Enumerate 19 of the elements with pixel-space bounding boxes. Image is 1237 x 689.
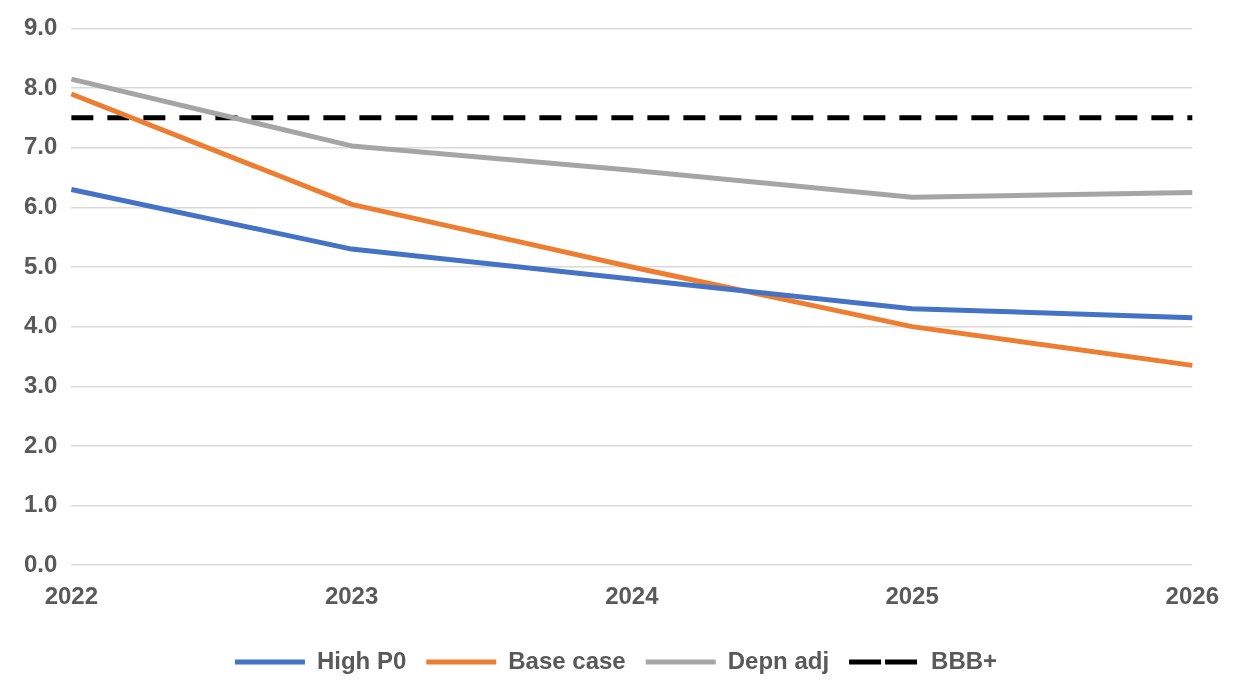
x-tick-label: 2023 (324, 582, 379, 610)
legend-label: High P0 (316, 646, 407, 674)
x-tick-label: 2024 (605, 582, 660, 610)
x-tick-label: 2025 (885, 582, 939, 610)
legend-label: Base case (508, 646, 626, 674)
legend-label: Depn adj (727, 646, 830, 674)
legend-label: BBB+ (931, 646, 998, 674)
x-tick-label: 2022 (44, 582, 99, 610)
y-tick-label: 2.0 (23, 430, 58, 458)
y-tick-label: 3.0 (23, 370, 58, 398)
y-tick-label: 5.0 (23, 251, 58, 279)
y-tick-label: 0.0 (23, 549, 58, 577)
y-tick-label: 9.0 (23, 13, 58, 41)
y-tick-label: 7.0 (23, 132, 58, 160)
y-tick-label: 6.0 (23, 191, 58, 219)
x-tick-label: 2026 (1165, 582, 1219, 610)
y-tick-label: 4.0 (23, 311, 58, 339)
y-tick-label: 8.0 (23, 72, 58, 100)
y-tick-label: 1.0 (23, 490, 58, 518)
